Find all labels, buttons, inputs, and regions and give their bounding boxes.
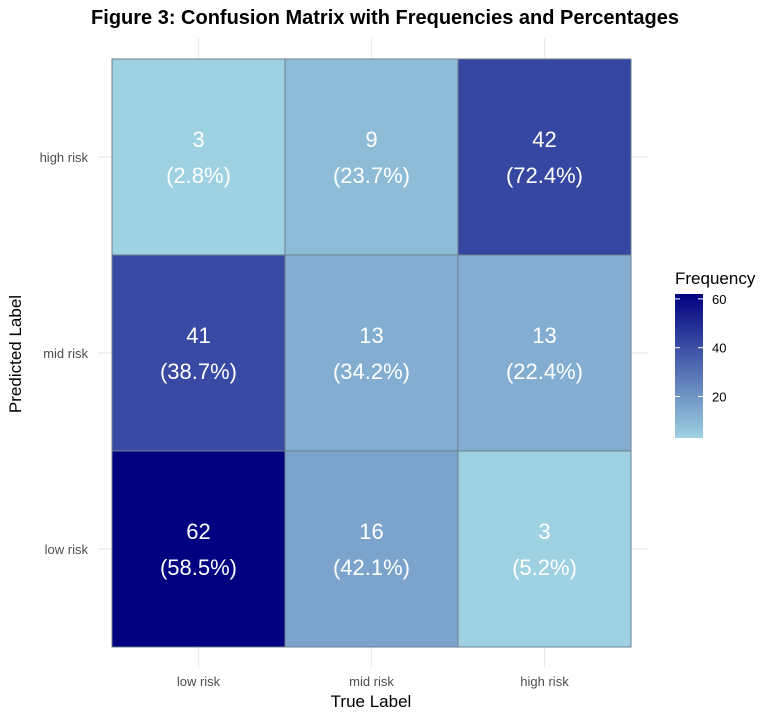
y-axis-ticks: high risk mid risk low risk <box>40 150 89 557</box>
heatmap-cell <box>284 254 459 452</box>
legend-tick-label: 20 <box>712 390 726 405</box>
y-tick-label: high risk <box>40 150 89 165</box>
y-tick-label: mid risk <box>43 346 88 361</box>
cell-count-label: 9 <box>365 127 377 152</box>
cell-count-label: 13 <box>359 323 383 348</box>
legend-ticks: 20 40 60 <box>675 292 726 405</box>
heatmap-cell <box>111 58 286 256</box>
chart-title: Figure 3: Confusion Matrix with Frequenc… <box>91 7 679 29</box>
cell-percent-label: (38.7%) <box>160 359 237 384</box>
color-legend: Frequency 20 40 60 <box>675 269 756 438</box>
cell-count-label: 3 <box>538 519 550 544</box>
heatmap-cells: 3 (2.8%) 9 (23.7%) 42 (72.4%) 41 (38.7%) 13 (34.2… <box>111 58 632 648</box>
cell-percent-label: (42.1%) <box>333 555 410 580</box>
x-axis-title: True Label <box>331 692 412 711</box>
y-tick-label: low risk <box>45 542 89 557</box>
cell-percent-label: (72.4%) <box>506 163 583 188</box>
cell-percent-label: (2.8%) <box>166 163 231 188</box>
cell-percent-label: (58.5%) <box>160 555 237 580</box>
cell-count-label: 62 <box>186 519 210 544</box>
cell-percent-label: (22.4%) <box>506 359 583 384</box>
cell-count-label: 13 <box>532 323 556 348</box>
legend-title: Frequency <box>675 269 756 288</box>
cell-count-label: 41 <box>186 323 210 348</box>
cell-count-label: 42 <box>532 127 556 152</box>
legend-colorbar <box>675 294 703 438</box>
cell-count-label: 16 <box>359 519 383 544</box>
legend-tick-label: 60 <box>712 292 726 307</box>
cell-percent-label: (34.2%) <box>333 359 410 384</box>
cell-percent-label: (23.7%) <box>333 163 410 188</box>
heatmap-cell <box>457 58 632 256</box>
heatmap-cell <box>111 450 286 648</box>
heatmap-cell <box>457 254 632 452</box>
x-axis-ticks: low risk mid risk high risk <box>177 674 569 689</box>
cell-count-label: 3 <box>192 127 204 152</box>
x-tick-label: high risk <box>520 674 569 689</box>
x-tick-label: low risk <box>177 674 221 689</box>
y-axis-title: Predicted Label <box>6 295 25 413</box>
heatmap-cell <box>111 254 286 452</box>
heatmap-cell <box>284 450 459 648</box>
heatmap-cell <box>457 450 632 648</box>
cell-percent-label: (5.2%) <box>512 555 577 580</box>
x-tick-label: mid risk <box>349 674 394 689</box>
legend-tick-label: 40 <box>712 341 726 356</box>
heatmap-cell <box>284 58 459 256</box>
